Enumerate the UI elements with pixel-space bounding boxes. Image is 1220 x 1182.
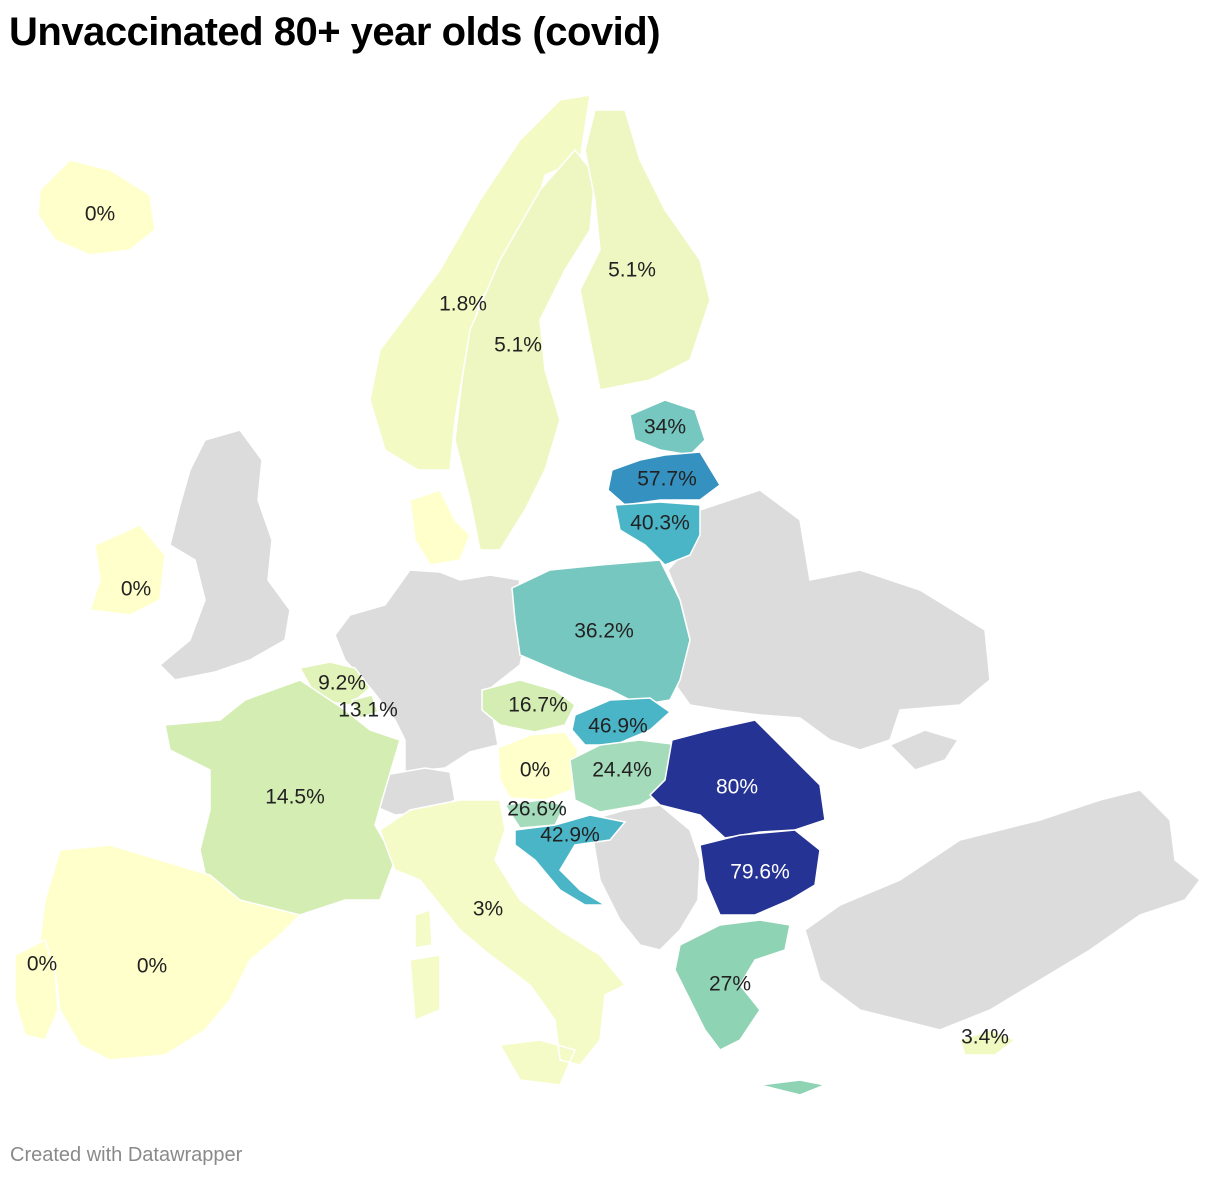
region-portugal[interactable]: [14, 938, 59, 1041]
value-label: 5.1%: [608, 259, 656, 282]
region-balkans[interactable]: [589, 804, 701, 951]
data-countries: [14, 94, 1017, 1096]
region-denmark[interactable]: [409, 489, 471, 566]
value-label: 27%: [709, 973, 751, 996]
value-label: 0%: [121, 578, 151, 601]
region-finland[interactable]: [579, 109, 711, 391]
value-label: 13.1%: [338, 699, 398, 722]
value-label: 16.7%: [508, 694, 568, 717]
value-label: 24.4%: [592, 759, 652, 782]
region-croatia[interactable]: [514, 814, 627, 906]
value-label: 36.2%: [574, 620, 634, 643]
value-labels: 0% 5.1% 1.8% 5.1% 34% 57.7% 40.3% 0% 36.2% 9.2% 13…: [27, 203, 1009, 1049]
region-east[interactable]: [667, 489, 991, 751]
region-turkey[interactable]: [804, 789, 1202, 1031]
value-label: 0%: [137, 955, 167, 978]
region-france[interactable]: [164, 679, 401, 916]
region-cyprus[interactable]: [959, 1029, 1017, 1056]
value-label: 14.5%: [265, 786, 325, 809]
region-czechia[interactable]: [481, 679, 576, 733]
value-label: 80%: [716, 776, 758, 799]
region-ireland[interactable]: [88, 524, 166, 616]
region-italy[interactable]: [379, 799, 627, 1086]
region-luxembourg[interactable]: [350, 694, 379, 719]
value-label: 0%: [520, 759, 550, 782]
value-label: 9.2%: [318, 672, 366, 695]
region-slovakia[interactable]: [571, 697, 672, 746]
region-uk[interactable]: [158, 429, 291, 681]
region-estonia[interactable]: [629, 399, 706, 456]
value-label: 1.8%: [439, 293, 487, 316]
region-latvia[interactable]: [607, 451, 721, 506]
region-crimea[interactable]: [888, 729, 960, 771]
region-iceland[interactable]: [37, 159, 156, 256]
value-label: 3%: [473, 898, 503, 921]
value-label: 0%: [27, 953, 57, 976]
region-bulgaria[interactable]: [699, 829, 821, 916]
value-label: 0%: [85, 203, 115, 226]
value-label: 40.3%: [630, 512, 690, 535]
value-label: 79.6%: [730, 861, 790, 884]
value-label: 57.7%: [637, 468, 697, 491]
value-label: 42.9%: [540, 824, 600, 847]
value-label: 5.1%: [494, 334, 542, 357]
value-label: 26.6%: [507, 798, 567, 821]
chart-title: Unvaccinated 80+ year olds (covid): [9, 10, 661, 54]
region-sweden[interactable]: [454, 148, 596, 551]
region-greece[interactable]: [674, 919, 828, 1096]
region-poland[interactable]: [511, 559, 691, 706]
region-austria[interactable]: [497, 731, 579, 801]
value-label: 46.9%: [588, 715, 648, 738]
value-label: 3.4%: [961, 1026, 1009, 1049]
credit-text: Created with Datawrapper: [10, 1144, 243, 1166]
region-slovenia[interactable]: [503, 799, 567, 829]
region-lithuania[interactable]: [614, 501, 701, 566]
value-label: 34%: [644, 416, 686, 439]
